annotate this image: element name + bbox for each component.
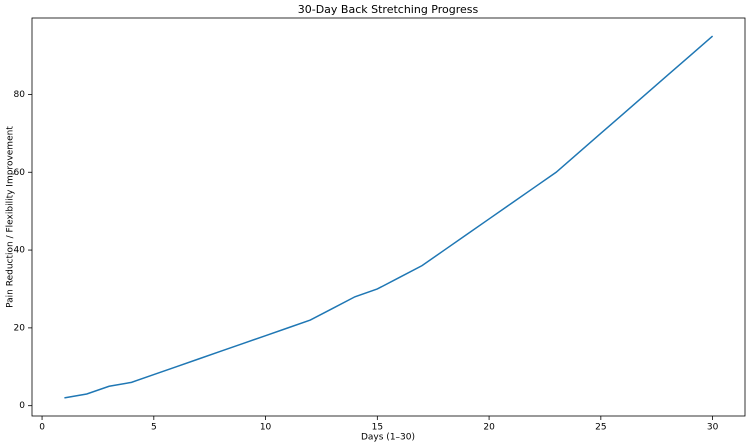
chart-title: 30-Day Back Stretching Progress xyxy=(298,3,479,16)
y-tick-label: 80 xyxy=(14,90,26,100)
plot-frame xyxy=(31,17,746,417)
x-tick-label: 5 xyxy=(151,423,157,433)
x-tick-label: 0 xyxy=(39,423,45,433)
x-tick-label: 10 xyxy=(260,423,272,433)
y-axis-label: Pain Reduction / Flexibility Improvement xyxy=(6,126,16,308)
y-tick-label: 0 xyxy=(19,401,25,411)
y-tick-label: 20 xyxy=(14,323,26,333)
x-tick-label: 20 xyxy=(483,423,495,433)
x-tick-label: 25 xyxy=(595,423,606,433)
y-tick-label: 40 xyxy=(14,246,26,256)
y-tick-label: 60 xyxy=(14,168,26,178)
x-tick-label: 30 xyxy=(707,423,719,433)
line xyxy=(64,35,714,399)
x-tick-label: 15 xyxy=(372,423,383,433)
x-axis-label: Days (1–30) xyxy=(361,433,415,443)
